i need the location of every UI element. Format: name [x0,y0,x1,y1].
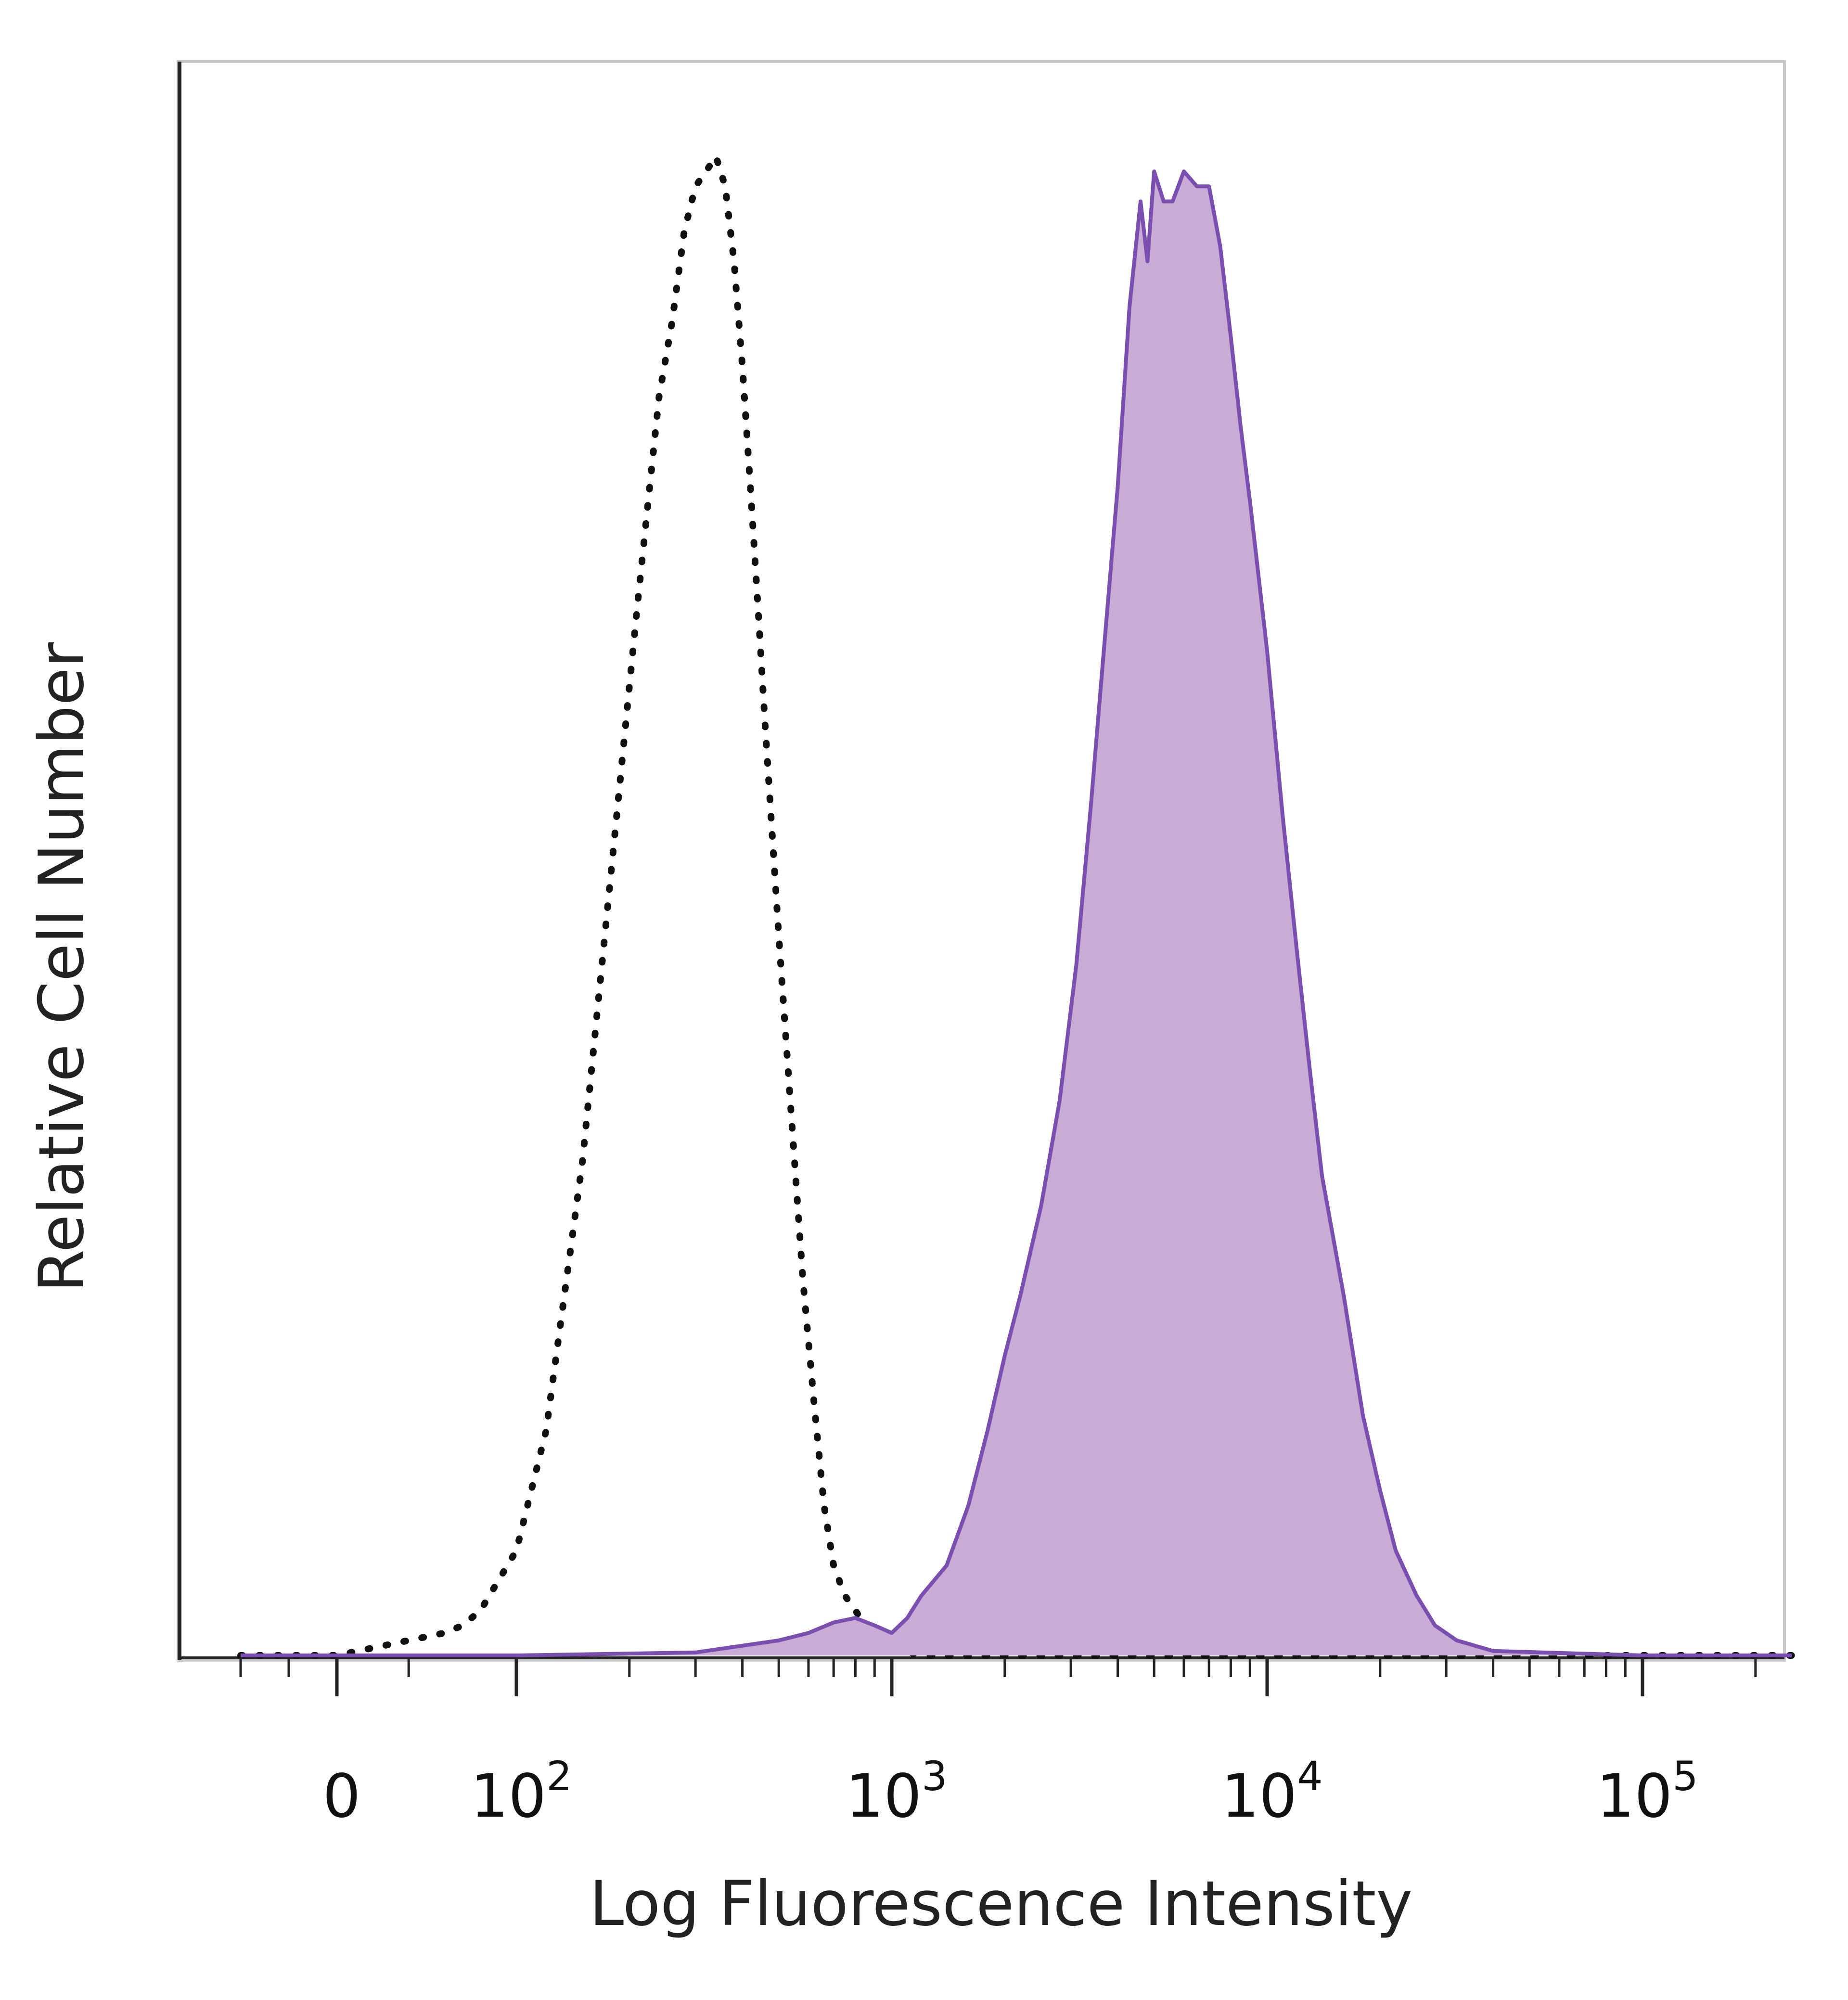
x-tick-label: 102 [470,1753,572,1831]
x-tick-label: 103 [846,1753,947,1831]
x-ticks: 0 102 103 104 105 [239,1658,1757,1831]
series-1-outline [241,169,1792,1657]
plot-frame [177,60,1786,1662]
x-tick-label: 104 [1221,1753,1322,1831]
series-1-area [241,171,1792,1656]
series-layer [237,153,1796,1659]
y-axis-title: Relative Cell Number [26,642,98,1292]
x-tick-label: 0 [323,1762,361,1831]
x-tick-label: 105 [1596,1753,1698,1831]
x-axis-title: Log Fluorescence Intensity [590,1868,1412,1940]
